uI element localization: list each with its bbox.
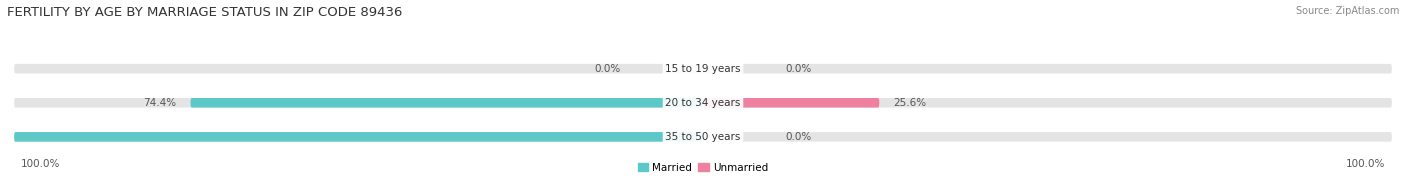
- Legend: Married, Unmarried: Married, Unmarried: [634, 158, 772, 177]
- Text: 0.0%: 0.0%: [786, 132, 811, 142]
- Text: 15 to 19 years: 15 to 19 years: [665, 64, 741, 74]
- Text: 20 to 34 years: 20 to 34 years: [665, 98, 741, 108]
- FancyBboxPatch shape: [14, 64, 1392, 74]
- Text: 0.0%: 0.0%: [595, 64, 620, 74]
- Text: 100.0%: 100.0%: [21, 159, 60, 169]
- Text: 0.0%: 0.0%: [786, 64, 811, 74]
- Text: 100.0%: 100.0%: [1346, 159, 1385, 169]
- Text: 74.4%: 74.4%: [143, 98, 177, 108]
- Text: Source: ZipAtlas.com: Source: ZipAtlas.com: [1295, 6, 1399, 16]
- FancyBboxPatch shape: [14, 98, 1392, 108]
- FancyBboxPatch shape: [190, 98, 703, 108]
- FancyBboxPatch shape: [14, 132, 1392, 142]
- FancyBboxPatch shape: [14, 132, 703, 142]
- FancyBboxPatch shape: [703, 98, 879, 108]
- Text: 35 to 50 years: 35 to 50 years: [665, 132, 741, 142]
- Text: 25.6%: 25.6%: [893, 98, 927, 108]
- Text: FERTILITY BY AGE BY MARRIAGE STATUS IN ZIP CODE 89436: FERTILITY BY AGE BY MARRIAGE STATUS IN Z…: [7, 6, 402, 19]
